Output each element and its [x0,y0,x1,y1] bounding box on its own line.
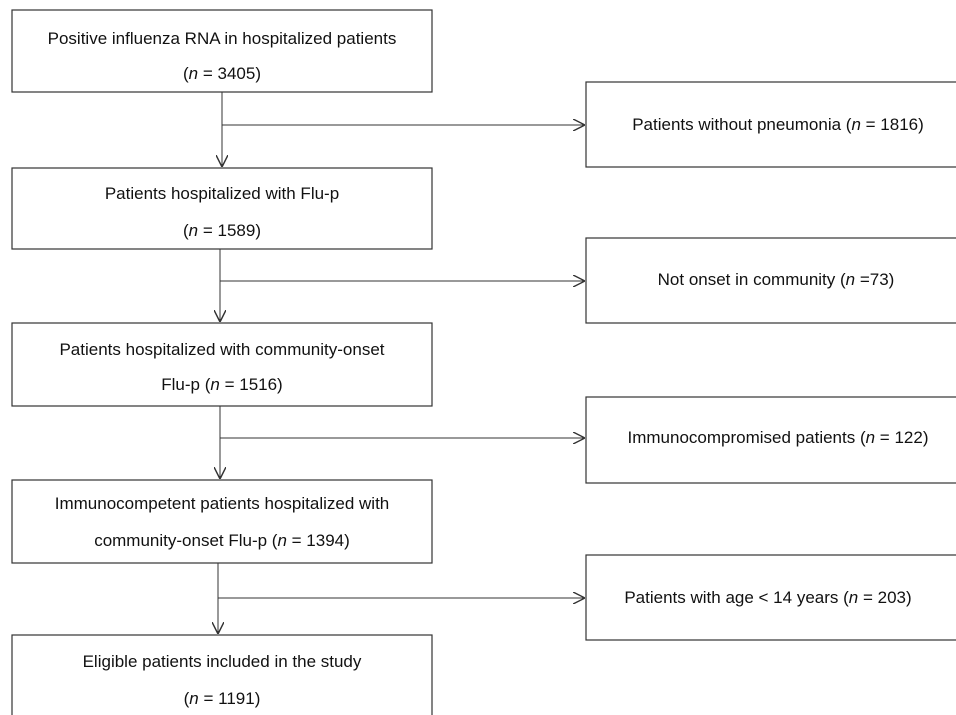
text-segment: = 3405) [198,64,261,83]
text-segment: Patients hospitalized with Flu-p [105,184,339,203]
box [585,396,956,484]
text-segment: Patients with age < 14 years ( [624,588,849,607]
text-segment: n [277,531,286,550]
exclusion-box: Not onset in community (n =73) [585,237,956,324]
text-segment: n [189,64,198,83]
box-text: Patients with age < 14 years (n = 203) [624,588,911,607]
text-segment: Patients hospitalized with community-ons… [59,340,384,359]
box-text: Patients hospitalized with community-ons… [59,340,384,359]
text-segment: = 203) [858,588,911,607]
box-text: Patients without pneumonia (n = 1816) [632,115,924,134]
box [585,237,956,324]
text-segment: community-onset Flu-p ( [94,531,278,550]
box-text: (n = 1191) [184,689,261,708]
box [11,9,433,93]
step-box: Patients hospitalized with Flu-p (n = 158… [11,167,433,250]
text-segment: Immunocompetent patients hospitalized wi… [55,494,390,513]
step-box: Eligible patients included in the study (… [11,634,433,715]
text-segment: n [189,221,198,240]
box [11,634,433,715]
box-text: Immunocompromised patients (n = 122) [628,428,929,447]
text-segment: Eligible patients included in the study [83,652,362,671]
box-text: Positive influenza RNA in hospitalized p… [48,29,397,48]
box-text: Not onset in community (n =73) [658,270,895,289]
text-segment: = 1191) [199,689,261,708]
text-segment: n [866,428,875,447]
text-segment: = 1816) [861,115,924,134]
exclusion-box: Immunocompromised patients (n = 122) [585,396,956,484]
text-segment: ( [183,64,189,83]
text-segment: = 122) [875,428,928,447]
text-segment: n [189,689,198,708]
exclusion-box: Patients without pneumonia (n = 1816) [585,81,956,168]
text-segment: n [210,375,219,394]
box-text: Patients hospitalized with Flu-p [105,184,339,203]
box [11,322,433,407]
box [11,167,433,250]
text-segment: Not onset in community ( [658,270,846,289]
text-segment: n [849,588,858,607]
step-box: Patients hospitalized with community-ons… [11,322,433,407]
box [585,554,956,641]
text-segment: Flu-p ( [161,375,210,394]
text-segment: n [851,115,860,134]
text-segment: = 1394) [287,531,350,550]
text-segment: Patients without pneumonia ( [632,115,852,134]
step-box: Positive influenza RNA in hospitalized p… [11,9,433,93]
text-segment: ( [184,689,190,708]
text-segment: = 1516) [220,375,283,394]
exclusion-box: Patients with age < 14 years (n = 203) [585,554,956,641]
box-text: Immunocompetent patients hospitalized wi… [55,494,390,513]
box-text: (n = 3405) [183,64,261,83]
text-segment: Immunocompromised patients ( [628,428,866,447]
box [585,81,956,168]
step-box: Immunocompetent patients hospitalized wi… [11,479,433,564]
box-text: Flu-p (n = 1516) [161,375,282,394]
text-segment: n [846,270,855,289]
box [11,479,433,564]
box-text: community-onset Flu-p (n = 1394) [94,531,350,550]
text-segment: Positive influenza RNA in hospitalized p… [48,29,397,48]
box-text: Eligible patients included in the study [83,652,362,671]
text-segment: = 1589) [198,221,261,240]
text-segment: =73) [855,270,894,289]
box-text: (n = 1589) [183,221,261,240]
text-segment: ( [183,221,189,240]
